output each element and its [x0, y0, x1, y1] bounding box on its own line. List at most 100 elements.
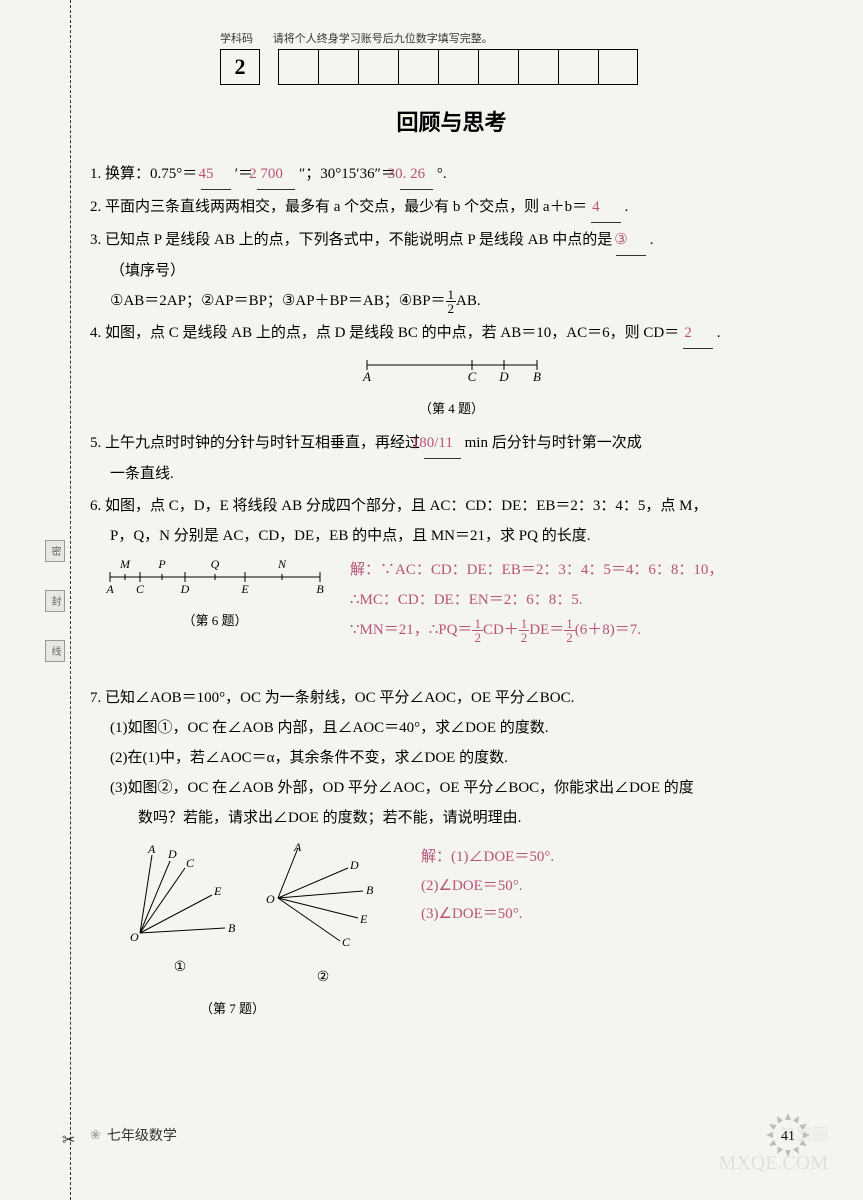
footer-decoration-icon: ❀	[90, 1127, 101, 1143]
question-4: 4. 如图，点 C 是线段 AB 上的点，点 D 是线段 BC 的中点，若 AB…	[90, 318, 813, 422]
angle-diagram-2: A D B E C O	[258, 843, 388, 953]
svg-text:D: D	[180, 582, 190, 595]
digit-box[interactable]	[478, 49, 518, 85]
q2-suffix: .	[625, 199, 629, 215]
side-tab-3: 线	[45, 640, 65, 662]
q7-diagram-1: A D C E B O ①	[120, 843, 240, 982]
q4-answer: 2	[683, 318, 713, 349]
header-labels: 学科码 请将个人终身学习账号后九位数字填写完整。	[220, 30, 813, 46]
q1-text-4: °.	[437, 166, 447, 182]
q7-fig1-label: ①	[120, 954, 240, 982]
digit-box[interactable]	[278, 49, 318, 85]
q5-line2: 一条直线.	[90, 459, 813, 489]
q7-fig2-label: ②	[258, 964, 388, 992]
scissors-icon: ✂	[62, 1130, 75, 1150]
q6-line-diagram: M P Q N A C D E B	[100, 555, 330, 595]
q1-text-1: 1. 换算：0.75°＝	[90, 166, 197, 182]
q6-diagram: M P Q N A C D E B （第 6 题）	[100, 555, 330, 634]
question-6: 6. 如图，点 C，D，E 将线段 AB 分成四个部分，且 AC：CD：DE：E…	[90, 491, 813, 645]
svg-text:B: B	[228, 921, 236, 935]
svg-text:N: N	[277, 557, 287, 571]
q1-text-3: ″；30°15′36″＝	[299, 166, 396, 182]
q2-answer: 4	[591, 192, 621, 223]
footer-left: ❀ 七年级数学	[90, 1125, 177, 1145]
svg-text:P: P	[157, 557, 166, 571]
svg-text:A: A	[362, 369, 371, 383]
q1-answer-2: 2 700	[257, 159, 296, 190]
q7-sol-2: (2)∠DOE＝50°.	[421, 872, 554, 901]
q5-text-before: 5. 上午九点时时钟的分针与时针互相垂直，再经过	[90, 435, 420, 451]
side-tab-1: 密	[45, 540, 65, 562]
question-3: 3. 已知点 P 是线段 AB 上的点，下列各式中，不能说明点 P 是线段 AB…	[90, 225, 813, 316]
digit-box[interactable]	[518, 49, 558, 85]
svg-text:M: M	[119, 557, 131, 571]
svg-text:B: B	[316, 582, 324, 595]
q7-sol-3: (3)∠DOE＝50°.	[421, 900, 554, 929]
digit-box[interactable]	[438, 49, 478, 85]
svg-text:A: A	[147, 843, 156, 856]
svg-text:E: E	[240, 582, 249, 595]
svg-text:D: D	[498, 369, 509, 383]
q7-solution: 解：(1)∠DOE＝50°. (2)∠DOE＝50°. (3)∠DOE＝50°.	[421, 843, 554, 929]
cut-line	[70, 0, 71, 1200]
q4-text: 4. 如图，点 C 是线段 AB 上的点，点 D 是线段 BC 的中点，若 AB…	[90, 325, 679, 341]
q1-answer-3: 30. 26	[400, 159, 434, 190]
q5-answer: 180/11	[424, 428, 461, 459]
q1-answer-1: 45	[201, 159, 231, 190]
svg-text:A: A	[293, 843, 302, 854]
watermark-1: 答案圈	[780, 1121, 828, 1145]
q6-line2: P，Q，N 分别是 AC，CD，DE，EB 的中点，且 MN＝21，求 PQ 的…	[90, 521, 813, 551]
q3-line2: （填序号）	[90, 256, 813, 286]
q5-text-after: min 后分针与时针第一次成	[465, 435, 642, 451]
q7-diagram-2: A D B E C O ②	[258, 843, 388, 992]
svg-text:D: D	[349, 858, 359, 872]
footer: ❀ 七年级数学	[90, 1110, 813, 1160]
q7-sub2: (2)在(1)中，若∠AOC＝α，其余条件不变，求∠DOE 的度数.	[90, 743, 813, 773]
svg-text:C: C	[467, 369, 476, 383]
subject-code-box: 2	[220, 49, 260, 85]
q4-caption: （第 4 题）	[90, 396, 813, 422]
svg-text:A: A	[105, 582, 114, 595]
q3-options: ①AB＝2AP；②AP＝BP；③AP＋BP＝AB；④BP＝	[110, 293, 446, 309]
digit-box[interactable]	[558, 49, 598, 85]
q7-line1: 7. 已知∠AOB＝100°，OC 为一条射线，OC 平分∠AOC，OE 平分∠…	[90, 683, 813, 713]
question-1: 1. 换算：0.75°＝ 45 ′＝ 2 700 ″；30°15′36″＝ 30…	[90, 159, 813, 190]
digit-box[interactable]	[358, 49, 398, 85]
svg-text:C: C	[186, 856, 195, 870]
digit-box[interactable]	[318, 49, 358, 85]
svg-text:C: C	[136, 582, 145, 595]
svg-text:E: E	[359, 912, 368, 926]
worksheet-page: ✂ 密 封 线 学科码 请将个人终身学习账号后九位数字填写完整。 2 回顾与思考…	[0, 0, 863, 1200]
svg-text:O: O	[266, 892, 275, 906]
account-instruction: 请将个人终身学习账号后九位数字填写完整。	[273, 33, 493, 45]
q6-sol-3: ∵MN＝21，∴PQ＝12CD＋12DE＝12(6＋8)＝7.	[350, 615, 813, 645]
q6-solution: 解：∵AC：CD：DE：EB＝2：3：4：5＝4：6：8：10， ∴MC：CD：…	[350, 555, 813, 645]
q4-suffix: .	[717, 325, 721, 341]
q7-caption: （第 7 题）	[90, 996, 813, 1022]
q3-options-suffix: AB.	[456, 293, 481, 309]
q6-sol-2: ∴MC：CD：DE：EN＝2：6：8：5.	[350, 585, 813, 615]
question-5: 5. 上午九点时时钟的分针与时针互相垂直，再经过 180/11 min 后分针与…	[90, 428, 813, 489]
side-tab-2: 封	[45, 590, 65, 612]
svg-text:B: B	[533, 369, 541, 383]
q7-sol-1: 解：(1)∠DOE＝50°.	[421, 843, 554, 872]
content-area: 1. 换算：0.75°＝ 45 ′＝ 2 700 ″；30°15′36″＝ 30…	[90, 159, 813, 1022]
page-title: 回顾与思考	[90, 105, 813, 137]
q3-line1: 3. 已知点 P 是线段 AB 上的点，下列各式中，不能说明点 P 是线段 AB…	[90, 232, 612, 248]
q2-text: 2. 平面内三条直线两两相交，最多有 a 个交点，最少有 b 个交点，则 a＋b…	[90, 199, 587, 215]
digit-box[interactable]	[398, 49, 438, 85]
q6-sol-1: 解：∵AC：CD：DE：EB＝2：3：4：5＝4：6：8：10，	[350, 555, 813, 585]
q6-figure-row: M P Q N A C D E B （第 6 题） 解：∵AC：CD：DE：EB…	[90, 555, 813, 645]
angle-diagram-1: A D C E B O	[120, 843, 240, 943]
svg-text:C: C	[342, 935, 351, 949]
q4-figure: A C D B （第 4 题）	[90, 355, 813, 422]
watermark-2: MXQE.COM	[719, 1152, 828, 1175]
question-7: 7. 已知∠AOB＝100°，OC 为一条射线，OC 平分∠AOC，OE 平分∠…	[90, 683, 813, 1022]
q3-answer: ③	[616, 225, 646, 256]
q7-sub3b: 数吗？若能，请求出∠DOE 的度数；若不能，请说明理由.	[90, 803, 813, 833]
svg-text:D: D	[167, 847, 177, 861]
digit-box[interactable]	[598, 49, 638, 85]
svg-text:Q: Q	[211, 557, 220, 571]
code-boxes: 2	[220, 49, 813, 85]
q3-suffix: .	[650, 232, 654, 248]
